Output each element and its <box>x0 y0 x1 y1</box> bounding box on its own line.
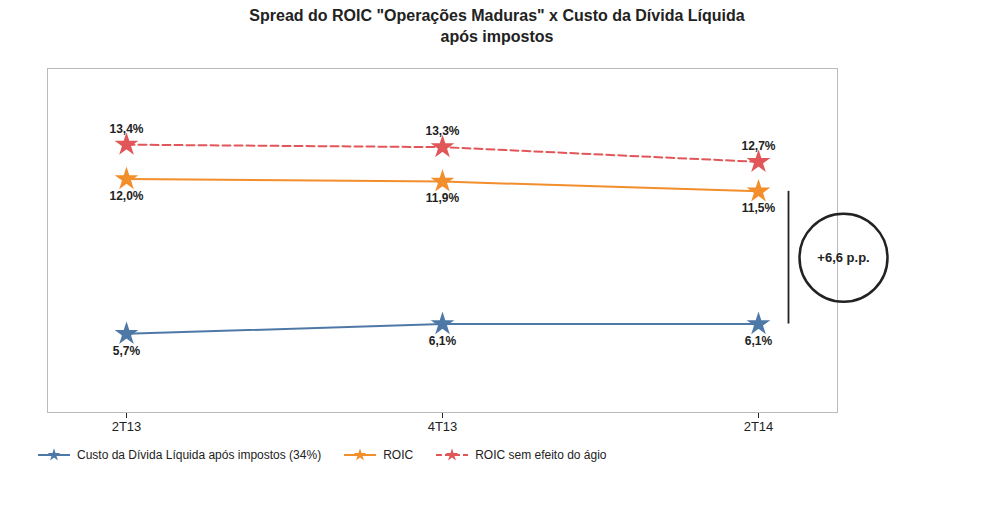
svg-text:13,4%: 13,4% <box>109 121 143 135</box>
svg-text:11,9%: 11,9% <box>426 191 460 205</box>
svg-text:2T14: 2T14 <box>744 418 774 433</box>
svg-text:13,3%: 13,3% <box>425 124 459 138</box>
svg-text:12,0%: 12,0% <box>109 189 143 203</box>
html-text:ROIC: ROIC <box>383 447 414 462</box>
svg-text:2T13: 2T13 <box>112 418 142 433</box>
html-text:Custo da Dívida Líquida após i: Custo da Dívida Líquida após impostos (3… <box>77 447 322 462</box>
html-text:após impostos: após impostos <box>440 27 554 45</box>
svg-text:6,1%: 6,1% <box>745 333 773 347</box>
svg-text:5,7%: 5,7% <box>113 343 141 357</box>
svg-text:12,7%: 12,7% <box>741 138 775 152</box>
svg-text:6,1%: 6,1% <box>429 333 457 347</box>
svg-text:4T13: 4T13 <box>428 418 458 433</box>
svg-text:+6,6 p.p.: +6,6 p.p. <box>817 249 869 264</box>
html-text:Spread do ROIC "Operações Madu: Spread do ROIC "Operações Maduras" x Cus… <box>249 7 745 24</box>
html-text:ROIC sem efeito do ágio: ROIC sem efeito do ágio <box>475 447 607 462</box>
svg-text:11,5%: 11,5% <box>742 201 776 215</box>
